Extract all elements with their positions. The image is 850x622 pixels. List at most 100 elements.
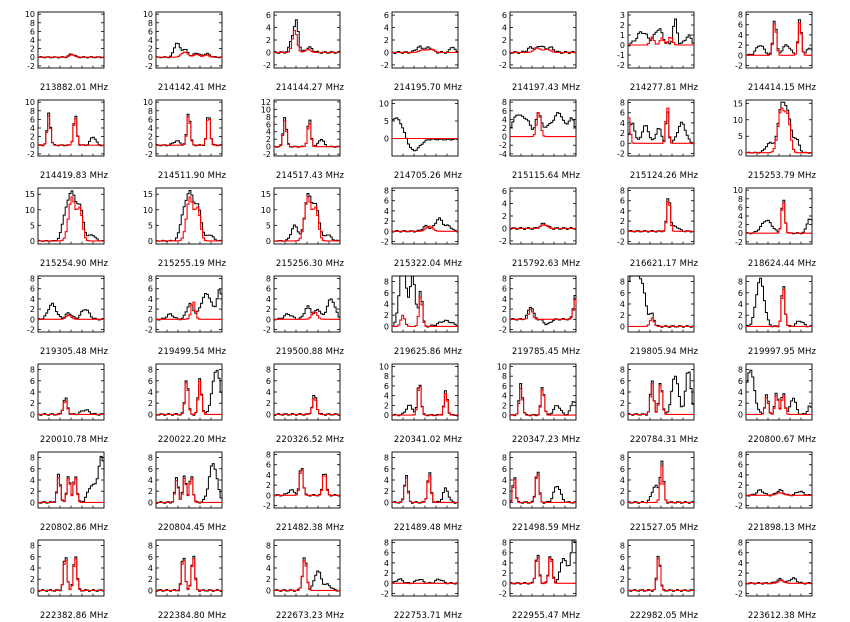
y-tick-label: 6 [620,465,625,474]
y-tick-label: 10 [379,362,389,371]
y-tick-label: 8 [30,275,35,284]
y-tick-label: 6 [266,553,271,562]
model-spectrum-line [510,299,577,320]
y-tick-label: 10 [143,206,153,215]
y-tick-label: -4 [499,150,507,159]
y-tick-label: 10 [733,116,743,125]
y-tick-label: 10 [733,186,743,195]
y-tick-label: -2 [263,501,271,510]
y-tick-label: 8 [266,366,271,375]
y-tick-label: 6 [384,11,389,20]
y-tick-label: 4 [384,24,389,33]
model-spectrum-line [510,47,576,53]
spectrum-panel: -2 0 2 4 6 8 10 218624.44 MHz [708,182,828,270]
y-tick-label: 0 [502,48,507,57]
y-tick-label: 0 [148,315,153,324]
spectrum-panel: -2 0 2 4 6 8 10 214142.41 MHz [118,6,238,94]
y-tick-label: 10 [261,105,271,114]
y-tick-label: 6 [502,465,507,474]
y-tick-label: 6 [384,382,389,391]
y-tick-label: 8 [266,542,271,551]
y-tick-label: 8 [620,366,625,375]
y-tick-label: 6 [30,115,35,124]
plot-frame [509,539,577,597]
spectrum-plot: 0 2 4 6 8 [620,451,695,509]
y-tick-label: 6 [266,120,271,129]
spectrum-plot: -2 0 2 4 6 [381,11,459,70]
y-tick-label: 4 [30,295,35,304]
model-spectrum-line [274,560,340,591]
model-spectrum-line [156,380,222,415]
observed-spectrum-line [628,18,695,47]
y-tick-label: 8 [502,372,507,381]
spectrum-panel: 0 2 4 6 8 221489.48 MHz [354,446,474,534]
spectrum-plot: -2 0 2 4 6 [499,11,577,70]
y-tick-label: 2 [30,487,35,496]
model-spectrum-line [274,120,340,148]
spectrum-plot: 0 5 10 15 [143,187,223,246]
y-tick-label: -2 [263,150,271,159]
frequency-label: 214419.83 MHz [39,171,109,181]
y-tick-label: 8 [266,113,271,122]
y-tick-label: 8 [620,454,625,463]
y-tick-label: 6 [620,289,625,298]
frequency-label: 215253.79 MHz [747,171,817,181]
y-tick-label: 2 [30,399,35,408]
y-tick-label: 0 [266,315,271,324]
frequency-label: 220347.23 MHz [511,435,581,445]
y-tick-label: 2 [148,133,153,142]
y-tick-label: 6 [502,11,507,20]
model-spectrum-line [628,107,694,144]
spectrum-panel: 0 2 4 6 8 221527.05 MHz [590,446,710,534]
y-tick-label: 2 [620,399,625,408]
y-tick-label: 4 [266,564,271,573]
spectrum-panel: 0 2 4 6 8 222382.86 MHz [0,534,120,622]
y-tick-label: 0 [620,227,625,236]
y-tick-label: 8 [30,366,35,375]
y-tick-label: 6 [384,197,389,206]
y-tick-label: 8 [738,539,743,548]
y-tick-label: -1 [617,51,625,60]
y-tick-label: -2 [381,237,389,246]
y-tick-label: 8 [148,107,153,116]
spectrum-panel: -2 0 2 4 6 8 221898.13 MHz [708,446,828,534]
spectrum-panel: 0 2 4 6 8 220800.67 MHz [708,358,828,446]
spectrum-panel: -2 0 2 4 6 214195.70 MHz [354,6,474,94]
y-tick-label: 0 [148,141,153,150]
observed-spectrum-line [392,117,459,152]
observed-spectrum-line [746,489,813,497]
y-tick-label: 2 [502,487,507,496]
frequency-label: 215254.90 MHz [39,259,109,269]
spectrum-panel: -2 0 2 4 6 8 222955.47 MHz [472,534,592,622]
spectrum-panel: -2 0 2 4 6 8 214414.15 MHz [708,6,828,94]
frequency-label: 219500.88 MHz [275,347,345,357]
y-tick-label: 8 [738,195,743,204]
frequency-label: 214414.15 MHz [747,83,817,93]
y-tick-label: 4 [148,476,153,485]
y-tick-label: -2 [499,325,507,334]
y-tick-label: 10 [379,100,389,109]
model-spectrum-line [746,579,812,584]
model-spectrum-line [156,301,222,320]
y-tick-label: 8 [148,366,153,375]
frequency-label: 215256.30 MHz [275,259,345,269]
plot-frame [273,11,341,69]
y-tick-label: 2 [384,401,389,410]
plot-frame [509,451,577,509]
plot-frame [37,11,105,69]
frequency-label: 214705.26 MHz [393,171,463,181]
y-tick-label: 4 [620,476,625,485]
model-spectrum-line [746,202,812,234]
plot-frame [627,187,695,245]
observed-spectrum-line [510,539,577,585]
y-tick-label: 2 [502,124,507,133]
spectrum-panel: 0 2 4 6 8 220010.78 MHz [0,358,120,446]
y-tick-label: 6 [148,465,153,474]
